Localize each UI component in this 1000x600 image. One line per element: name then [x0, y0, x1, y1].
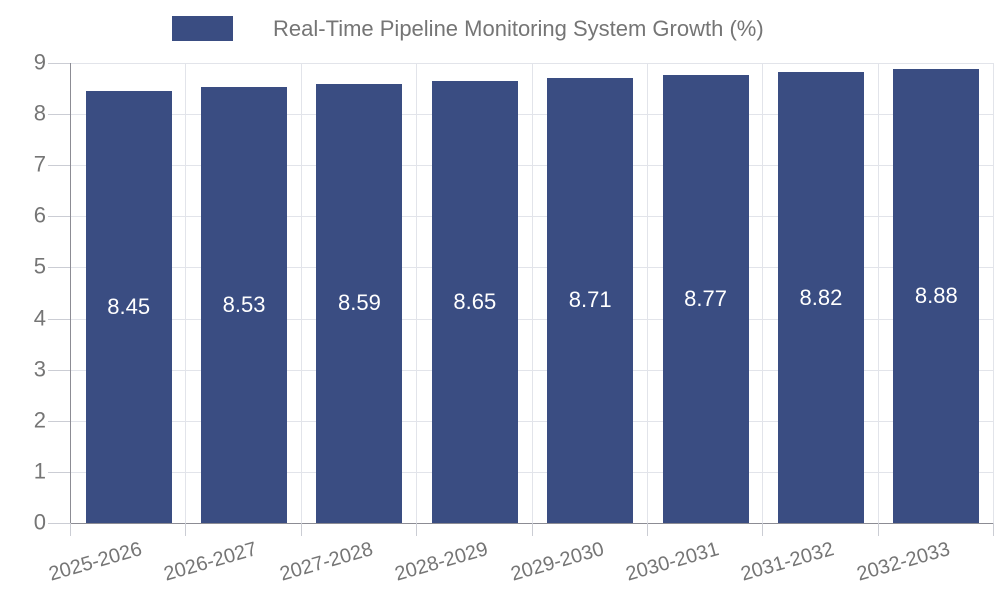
- grid-line-vertical: [531, 63, 533, 523]
- y-axis-tick: [48, 267, 70, 269]
- x-axis-tick: [531, 523, 533, 536]
- grid-line-vertical: [993, 63, 994, 523]
- y-tick-label: 1: [33, 458, 46, 484]
- x-axis-tick: [877, 523, 879, 536]
- y-axis-tick: [48, 318, 70, 320]
- grid-line-horizontal: [71, 471, 994, 473]
- x-tick-label: 2025-2026: [46, 538, 145, 586]
- bar[interactable]: [431, 80, 518, 523]
- x-tick-label: 2031-2032: [738, 538, 837, 586]
- bar-value-label: 8.45: [107, 294, 151, 320]
- y-tick-label: 9: [33, 49, 46, 75]
- x-axis-tick: [646, 523, 648, 536]
- x-tick-label: 2030-2031: [623, 538, 722, 586]
- y-tick-label: 6: [33, 202, 46, 228]
- y-axis-tick: [48, 420, 70, 422]
- y-tick-label: 7: [33, 151, 46, 177]
- y-axis-tick: [48, 471, 70, 473]
- bar-value-label: 8.82: [799, 284, 843, 310]
- grid-line-horizontal: [71, 216, 994, 218]
- bar[interactable]: [85, 91, 172, 523]
- grid-line-horizontal: [71, 114, 994, 116]
- plot-area: 0 1 2 3 4 5 6 7 8 9 8.45 2025-2026 8.53 2026-2027 8.59…: [34, 51, 994, 586]
- grid-line-horizontal: [71, 369, 994, 371]
- bar[interactable]: [547, 77, 634, 523]
- chart-legend[interactable]: Real-Time Pipeline Monitoring System Gro…: [172, 16, 764, 41]
- bar-value-label: 8.88: [914, 283, 958, 309]
- grid-line-horizontal: [71, 63, 994, 64]
- grid-line-horizontal: [71, 318, 994, 320]
- x-axis-tick: [993, 523, 994, 536]
- grid-line-vertical: [877, 63, 879, 523]
- bar-value-label: 8.65: [453, 288, 497, 314]
- bar[interactable]: [893, 69, 980, 523]
- y-tick-label: 4: [33, 305, 46, 331]
- y-axis-tick: [48, 114, 70, 116]
- grid-line-vertical: [185, 63, 187, 523]
- bar[interactable]: [201, 87, 288, 523]
- x-axis-tick: [416, 523, 418, 536]
- y-tick-label: 3: [33, 356, 46, 382]
- x-axis-tick: [300, 523, 302, 536]
- x-tick-label: 2028-2029: [392, 538, 491, 586]
- x-axis-tick: [185, 523, 187, 536]
- y-tick-label: 5: [33, 253, 46, 279]
- y-axis-tick: [48, 369, 70, 371]
- y-tick-label: 0: [33, 509, 46, 535]
- bar-value-label: 8.53: [222, 292, 266, 317]
- x-tick-label: 2027-2028: [277, 538, 376, 586]
- bar[interactable]: [316, 83, 403, 523]
- y-axis-tick: [48, 523, 70, 524]
- bar-value-label: 8.71: [568, 287, 612, 313]
- x-axis-tick: [70, 523, 71, 536]
- bar[interactable]: [777, 72, 864, 523]
- legend-swatch: [172, 16, 233, 41]
- x-tick-label: 2026-2027: [161, 538, 260, 586]
- y-axis-tick: [48, 216, 70, 218]
- grid-line-vertical: [300, 63, 302, 523]
- y-axis-tick: [48, 165, 70, 167]
- y-tick-label: 8: [33, 100, 46, 126]
- grid-line-horizontal: [71, 267, 994, 269]
- y-tick-label: 2: [33, 407, 46, 433]
- grid-line-vertical: [416, 63, 418, 523]
- y-axis-tick: [48, 63, 70, 64]
- legend-label: Real-Time Pipeline Monitoring System Gro…: [273, 16, 764, 41]
- grid-line-horizontal: [71, 165, 994, 167]
- grid-line-vertical: [762, 63, 764, 523]
- x-tick-label: 2032-2033: [854, 538, 953, 586]
- bar-value-label: 8.59: [338, 290, 381, 316]
- bar-value-label: 8.77: [684, 285, 727, 311]
- grid-line-horizontal: [71, 420, 994, 422]
- x-axis-tick: [762, 523, 764, 536]
- bar[interactable]: [662, 74, 749, 523]
- grid-line-vertical: [646, 63, 648, 523]
- x-tick-label: 2029-2030: [507, 538, 606, 586]
